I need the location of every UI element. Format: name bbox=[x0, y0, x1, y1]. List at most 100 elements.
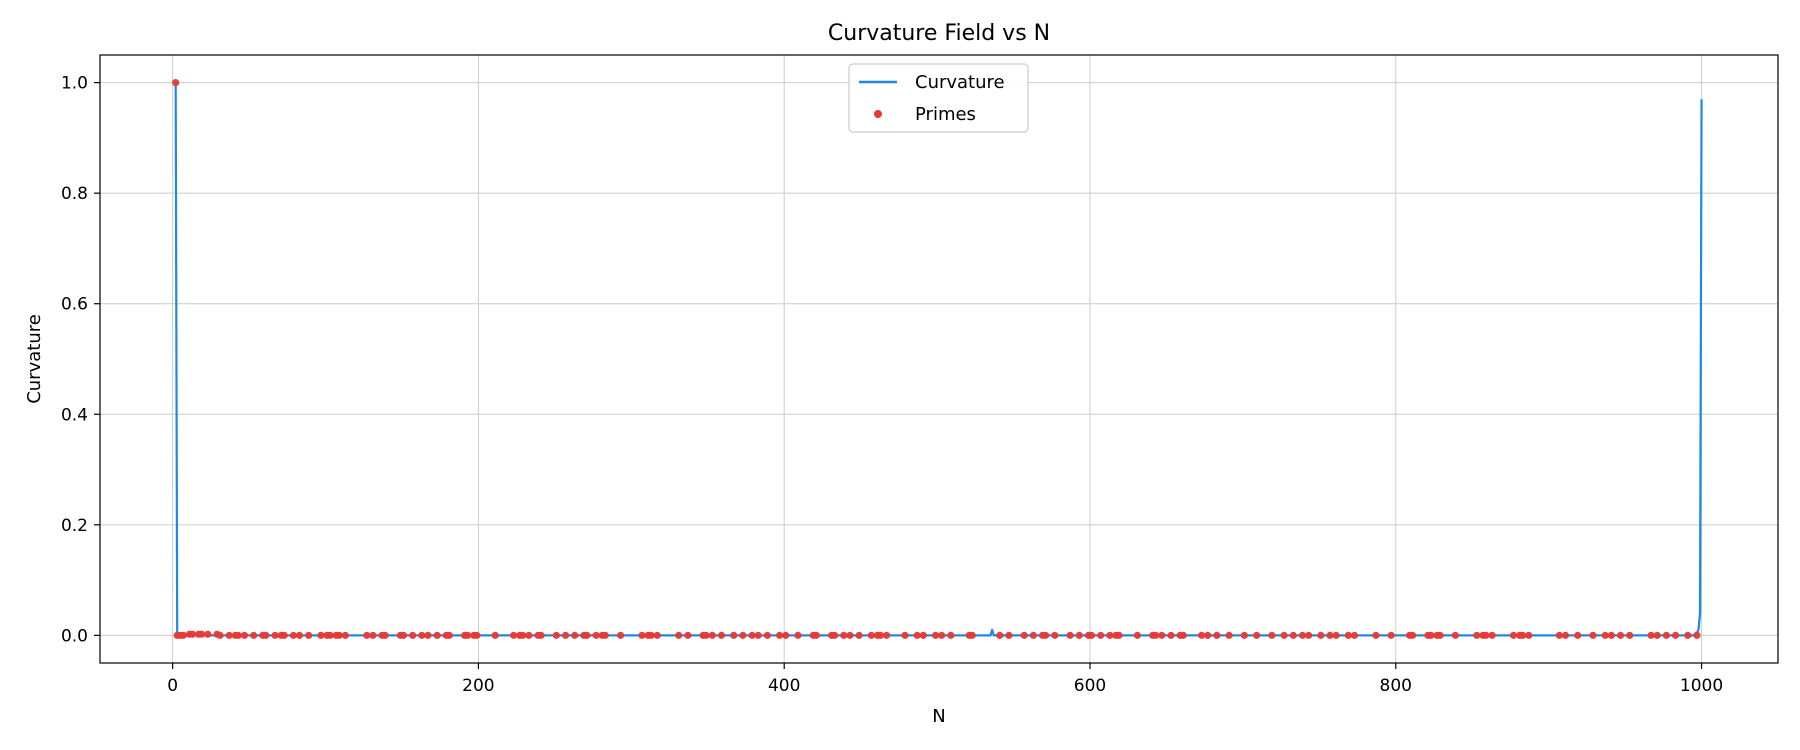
prime-point bbox=[702, 631, 710, 639]
prime-point bbox=[1106, 631, 1114, 639]
prime-point bbox=[1436, 631, 1444, 639]
prime-point bbox=[638, 631, 646, 639]
prime-point bbox=[1020, 631, 1028, 639]
prime-point bbox=[1509, 631, 1518, 639]
y-tick-label: 0.8 bbox=[61, 184, 88, 204]
prime-point bbox=[883, 631, 891, 639]
prime-point bbox=[537, 631, 545, 639]
prime-point bbox=[305, 631, 313, 639]
x-tick-label: 400 bbox=[768, 676, 800, 696]
prime-point bbox=[717, 631, 726, 639]
prime-point bbox=[1488, 631, 1496, 639]
chart-title: Curvature Field vs N bbox=[828, 21, 1050, 46]
prime-point bbox=[262, 631, 270, 639]
prime-point bbox=[647, 631, 655, 639]
prime-point bbox=[748, 631, 756, 639]
prime-point bbox=[445, 631, 453, 639]
prime-point bbox=[1204, 631, 1212, 639]
legend: Curvature Primes bbox=[848, 63, 1029, 133]
prime-point bbox=[1289, 631, 1297, 639]
plot-area bbox=[172, 79, 1703, 639]
x-axis-label: N bbox=[932, 706, 945, 727]
prime-point bbox=[1075, 631, 1083, 639]
prime-point bbox=[1133, 631, 1141, 639]
prime-point bbox=[996, 631, 1004, 639]
x-tick-label: 600 bbox=[1074, 676, 1106, 696]
prime-point bbox=[1561, 631, 1570, 639]
prime-point bbox=[617, 631, 625, 639]
prime-point bbox=[341, 631, 349, 639]
prime-point bbox=[1574, 631, 1582, 639]
prime-point bbox=[295, 631, 304, 639]
prime-point bbox=[1607, 631, 1615, 639]
prime-point bbox=[1115, 631, 1123, 639]
prime-point bbox=[1684, 631, 1692, 639]
prime-point bbox=[776, 631, 784, 639]
prime-point bbox=[1647, 631, 1655, 639]
prime-point bbox=[1326, 631, 1334, 639]
prime-point bbox=[1626, 631, 1634, 639]
prime-point bbox=[754, 631, 762, 639]
prime-point bbox=[363, 631, 371, 639]
plot-frame bbox=[99, 54, 1779, 664]
prime-point bbox=[1525, 631, 1533, 639]
prime-point bbox=[381, 631, 389, 639]
y-tick-label: 0.6 bbox=[61, 295, 88, 315]
prime-point bbox=[399, 631, 408, 639]
y-tick-label: 0.4 bbox=[61, 405, 88, 425]
prime-point bbox=[1225, 631, 1233, 639]
prime-point bbox=[1451, 631, 1459, 639]
prime-point bbox=[509, 631, 518, 639]
prime-point bbox=[1240, 631, 1248, 639]
x-tick-label: 800 bbox=[1380, 676, 1412, 696]
prime-point bbox=[1519, 631, 1527, 639]
y-axis-label: Curvature bbox=[24, 314, 45, 404]
prime-point bbox=[675, 631, 683, 639]
prime-point bbox=[250, 631, 258, 639]
prime-point bbox=[1555, 631, 1563, 639]
prime-point bbox=[179, 631, 187, 639]
y-axis: 0.0 0.2 0.4 0.6 0.8 1.0 bbox=[61, 74, 100, 646]
prime-point bbox=[794, 631, 802, 639]
prime-point bbox=[188, 630, 197, 638]
prime-point bbox=[1662, 631, 1670, 639]
prime-point bbox=[1601, 631, 1609, 639]
prime-point bbox=[424, 631, 432, 639]
prime-point bbox=[317, 631, 325, 639]
prime-point bbox=[369, 631, 377, 639]
prime-point bbox=[418, 631, 426, 639]
prime-point bbox=[561, 631, 570, 639]
x-tick-label: 200 bbox=[462, 676, 494, 696]
prime-point bbox=[1167, 631, 1175, 639]
prime-point bbox=[433, 631, 441, 639]
y-tick-label: 1.0 bbox=[61, 74, 88, 94]
prime-point bbox=[409, 631, 417, 639]
prime-point bbox=[1473, 631, 1481, 639]
legend-label-curvature: Curvature bbox=[915, 72, 1005, 93]
prime-point bbox=[225, 631, 233, 639]
prime-point bbox=[947, 631, 955, 639]
prime-point bbox=[552, 631, 560, 639]
prime-point bbox=[271, 631, 279, 639]
prime-point bbox=[1372, 631, 1380, 639]
prime-point bbox=[172, 79, 180, 87]
prime-point bbox=[519, 631, 527, 639]
prime-point bbox=[1158, 631, 1166, 639]
prime-point bbox=[1197, 631, 1206, 639]
series-points-primes bbox=[172, 79, 1701, 639]
prime-point bbox=[931, 631, 940, 639]
prime-point bbox=[326, 631, 334, 639]
prime-point bbox=[684, 631, 692, 639]
prime-point bbox=[280, 631, 288, 639]
prime-point bbox=[1051, 631, 1059, 639]
y-tick-label: 0.0 bbox=[61, 626, 88, 646]
prime-point bbox=[1029, 631, 1038, 639]
prime-point bbox=[204, 630, 212, 638]
prime-point bbox=[901, 631, 909, 639]
prime-point bbox=[1344, 631, 1352, 639]
prime-point bbox=[708, 631, 716, 639]
legend-swatch-primes bbox=[874, 110, 882, 118]
prime-point bbox=[1042, 631, 1050, 639]
prime-point bbox=[1589, 631, 1597, 639]
prime-point bbox=[763, 631, 771, 639]
